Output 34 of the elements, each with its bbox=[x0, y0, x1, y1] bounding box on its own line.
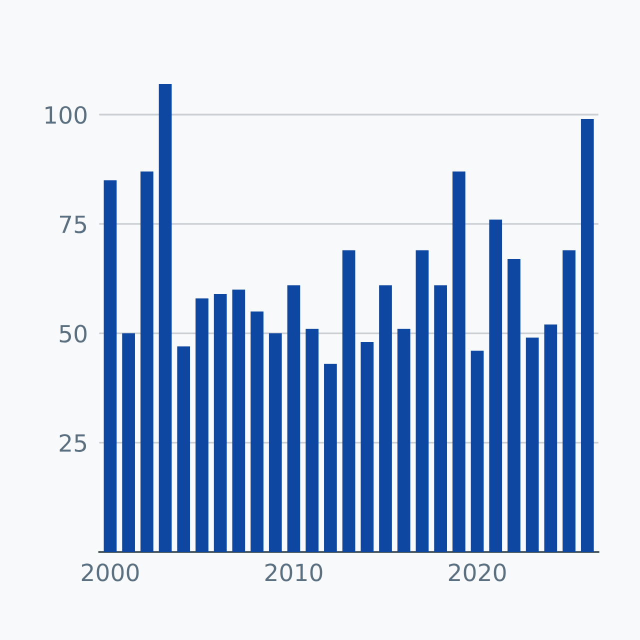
bar bbox=[140, 171, 154, 552]
x-tick-label: 2020 bbox=[448, 564, 506, 582]
bar bbox=[104, 180, 117, 552]
y-tick-label: 100 bbox=[46, 106, 87, 124]
bar bbox=[397, 328, 410, 552]
bar bbox=[526, 338, 539, 552]
bar bbox=[544, 324, 558, 552]
bar bbox=[177, 346, 190, 552]
bar bbox=[232, 290, 246, 552]
bar bbox=[489, 220, 502, 552]
bar bbox=[379, 285, 392, 552]
bar bbox=[342, 250, 356, 552]
x-tick-label: 2010 bbox=[265, 564, 322, 582]
bar bbox=[250, 311, 264, 552]
bar bbox=[214, 294, 227, 552]
bar bbox=[158, 84, 172, 552]
bar bbox=[196, 298, 208, 552]
bar bbox=[508, 258, 520, 552]
x-tick-label: 2000 bbox=[82, 564, 139, 582]
bar bbox=[324, 364, 337, 552]
bar bbox=[452, 171, 466, 552]
y-tick-label: 25 bbox=[60, 434, 86, 452]
bar bbox=[580, 118, 594, 552]
bar bbox=[306, 328, 319, 552]
bar bbox=[268, 333, 282, 552]
bar bbox=[434, 285, 447, 552]
y-tick-label: 75 bbox=[60, 216, 86, 234]
bar bbox=[562, 250, 576, 552]
bar bbox=[122, 333, 135, 552]
bar bbox=[470, 350, 484, 552]
y-tick-label: 50 bbox=[60, 324, 87, 343]
bar bbox=[416, 250, 429, 552]
bar bbox=[287, 285, 300, 552]
bar bbox=[360, 342, 374, 552]
